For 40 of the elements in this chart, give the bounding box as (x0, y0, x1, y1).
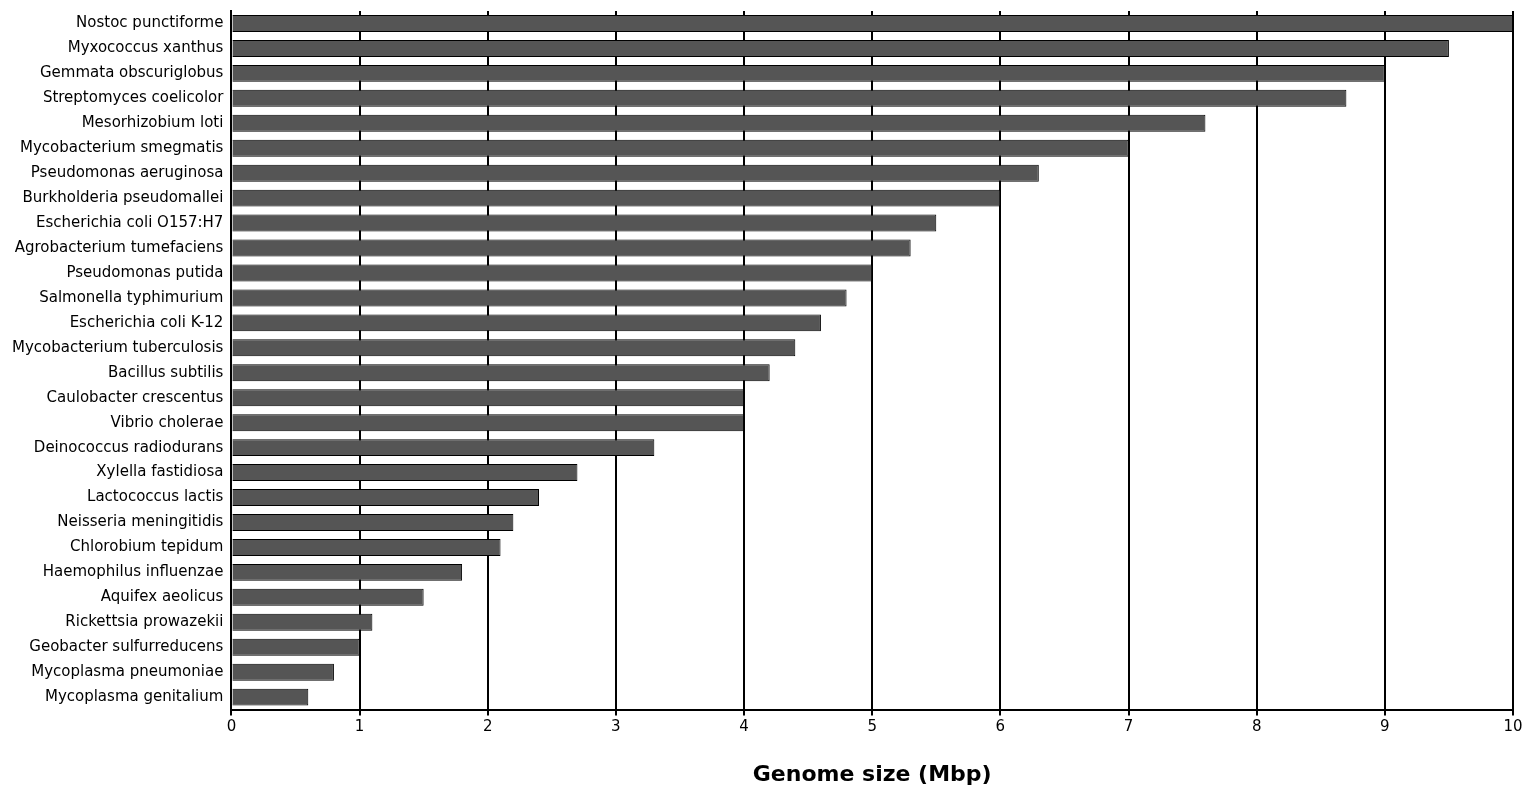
y-tick-label: Mycoplasma pneumoniae (31, 662, 224, 681)
y-tick-label: Burkholderia pseudomallei (22, 188, 224, 207)
y-tick-label: Rickettsia prowazekii (65, 612, 224, 631)
y-tick-label: Pseudomonas aeruginosa (30, 163, 224, 182)
y-tick-label: Mycobacterium tuberculosis (12, 337, 224, 356)
x-tick-label: 8 (1251, 717, 1262, 736)
y-tick-label: Agrobacterium tumefaciens (14, 237, 224, 256)
y-tick-label: Bacillus subtilis (108, 362, 224, 381)
x-tick-label: 2 (482, 717, 493, 736)
y-tick-label: Nostoc punctiforme (76, 13, 224, 32)
y-tick-label: Lactococcus lactis (87, 487, 224, 506)
y-tick-label: Neisseria meningitidis (57, 512, 224, 531)
x-tick-label: 1 (354, 717, 365, 736)
x-tick-label: 9 (1380, 717, 1390, 736)
y-tick-label: Chlorobium tepidum (70, 537, 224, 556)
y-tick-label: Mycoplasma genitalium (44, 687, 224, 706)
y-tick-label: Deinococcus radiodurans (33, 437, 224, 456)
x-tick-label: 7 (1123, 717, 1134, 736)
y-tick-label: Myxococcus xanthus (67, 38, 224, 57)
y-tick-label: Caulobacter crescentus (46, 387, 224, 406)
x-tick-label: 5 (867, 717, 877, 736)
x-tick-label: 0 (226, 717, 237, 736)
x-tick-label: 10 (1503, 717, 1523, 736)
y-tick-label: Salmonella typhimurium (39, 287, 224, 306)
y-tick-label: Xylella fastidiosa (96, 462, 224, 481)
y-tick-label: Vibrio cholerae (110, 412, 224, 431)
y-tick-label: Streptomyces coelicolor (42, 88, 225, 107)
x-tick-label: 3 (611, 717, 621, 736)
x-tick-label: 6 (995, 717, 1006, 736)
x-tick-label: 4 (739, 717, 749, 736)
y-tick-label: Aquifex aeolicus (100, 587, 224, 606)
y-tick-label: Escherichia coli O157:H7 (36, 212, 224, 231)
y-tick-label: Gemmata obscuriglobus (39, 63, 224, 82)
y-tick-label: Pseudomonas putida (66, 262, 224, 281)
x-axis-title: Genome size (Mbp) (752, 760, 992, 786)
y-tick-label: Mycobacterium smegmatis (20, 138, 224, 157)
y-tick-label: Escherichia coli K-12 (69, 312, 224, 331)
y-tick-label: Haemophilus influenzae (42, 562, 224, 581)
y-tick-label: Mesorhizobium loti (81, 113, 224, 132)
y-tick-label: Geobacter sulfurreducens (29, 637, 224, 656)
